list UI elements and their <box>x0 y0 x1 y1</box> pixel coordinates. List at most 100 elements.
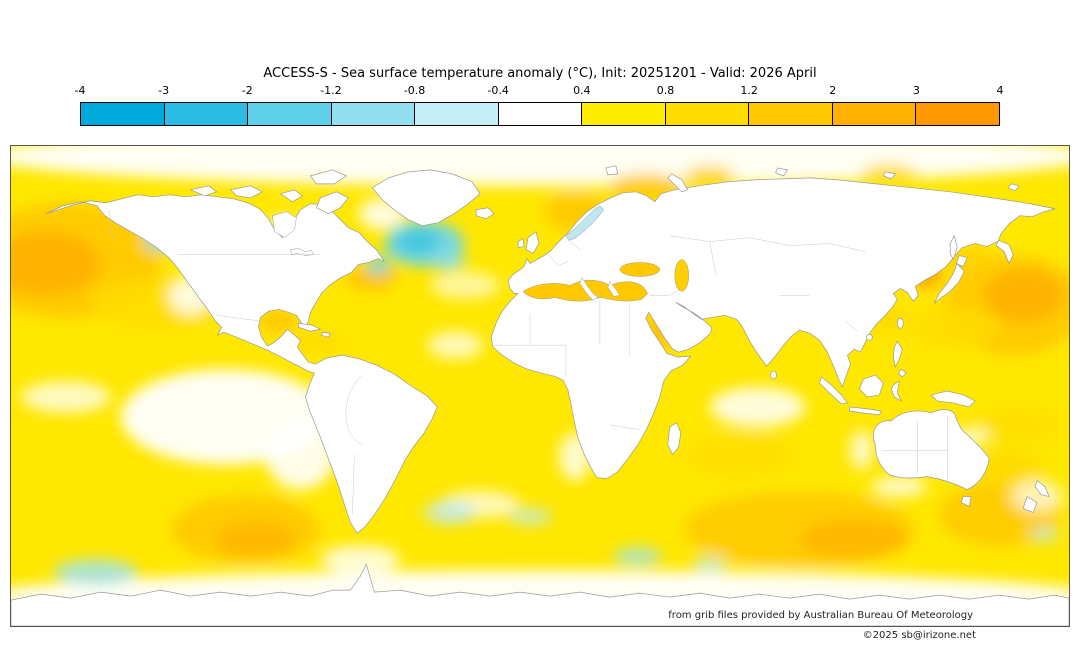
landmasses <box>11 165 1069 626</box>
greenland <box>371 169 481 227</box>
anomaly-white-equatorial-indian <box>709 386 806 427</box>
madagascar <box>667 422 682 456</box>
novaya-zemlya <box>667 173 689 193</box>
anomaly-white-peru-coast <box>265 419 336 490</box>
anomaly-cyan-s-indian <box>691 556 728 573</box>
anomaly-warm-kara <box>684 165 735 186</box>
borders-africa <box>494 290 640 431</box>
iceland <box>475 207 495 220</box>
java <box>849 406 882 416</box>
anomaly-cyan-south-of-nz <box>1030 526 1059 543</box>
anomaly-cyan-cold-blob-tail <box>430 250 467 271</box>
colorbar-segment <box>832 103 917 125</box>
greece <box>607 280 621 297</box>
anomaly-white-west-pacific <box>20 381 111 413</box>
colorbar-tick-label: 0.8 <box>656 84 675 97</box>
caspian-sea <box>674 259 689 292</box>
colorbar-tick-label: 2 <box>829 84 837 97</box>
border-alaska <box>108 209 114 242</box>
anomaly-warm-central-indian <box>684 432 795 477</box>
colorbar-tick-label: 4 <box>996 84 1004 97</box>
colorbar-tick-label: 0.4 <box>573 84 591 97</box>
country-borders <box>108 209 948 515</box>
anomaly-field <box>11 146 1069 623</box>
new-zealand <box>1022 480 1050 513</box>
anomaly-orange-se-pacific-core <box>215 521 296 558</box>
colorbar-segment <box>916 103 1000 125</box>
world-map-svg <box>11 146 1069 626</box>
anomaly-white-drake <box>320 545 401 574</box>
anomaly-orange-gulf-of-mexico <box>258 310 299 333</box>
anomaly-white-west-australia <box>849 429 874 470</box>
colorbar-segment <box>749 103 833 125</box>
borders-australia <box>881 416 948 489</box>
colorbar-segment <box>582 103 666 125</box>
sumatra <box>819 376 848 405</box>
colorbar-segment <box>331 103 416 125</box>
anomaly-orange-ne-pacific-core <box>11 231 101 296</box>
sakhalin <box>949 235 958 260</box>
arctic-islands <box>190 169 347 203</box>
australia <box>873 409 990 490</box>
anomaly-cyan-s-pacific <box>53 559 138 586</box>
colorbar-tick-label: -0.8 <box>403 84 426 97</box>
inland-seas <box>272 205 689 302</box>
colorbar-segment <box>665 103 750 125</box>
colorbar-segment <box>248 103 332 125</box>
colorbar-segment <box>498 103 583 125</box>
baltic-sea <box>565 205 605 241</box>
afro-eurasia <box>490 177 1056 479</box>
chart-title: ACCESS-S - Sea surface temperature anoma… <box>263 66 817 81</box>
anomaly-cyan-south-of-africa <box>613 547 662 566</box>
philippines <box>892 340 907 378</box>
colorbar-tick-label: 3 <box>912 84 920 97</box>
anomaly-white-brazil-offshore <box>427 331 484 360</box>
britain <box>517 231 540 254</box>
borders-asia <box>649 235 866 332</box>
borneo <box>859 374 884 398</box>
colorbar-segment <box>415 103 499 125</box>
anomaly-warm-kuroshio <box>909 307 1000 348</box>
colorbar-segments <box>80 102 1000 126</box>
colorbar-tick-label: -1.2 <box>320 84 342 97</box>
anomaly-cyan-s-atlantic <box>508 507 552 526</box>
new-guinea <box>930 390 976 408</box>
border-us-mexico <box>216 315 263 322</box>
source-attribution: from grib files provided by Australian B… <box>668 610 973 621</box>
italy <box>579 276 599 301</box>
colorbar-segment <box>81 103 165 125</box>
sri-lanka <box>770 370 777 380</box>
copyright-line: ©2025 sb@irizone.net <box>862 630 976 641</box>
japan <box>933 255 968 304</box>
borders-south-america <box>345 374 363 515</box>
taiwan <box>896 317 904 329</box>
colorbar-tick-label: 1.2 <box>740 84 758 97</box>
anomaly-warm-fiji <box>979 406 1060 443</box>
svalbard <box>605 165 619 176</box>
colorbar-tick-label: -2 <box>241 84 253 97</box>
anomaly-cyan-cold-blob-core <box>396 228 441 255</box>
antarctica <box>11 563 1069 626</box>
colorbar-ticks: -4 -3 -2 -1.2 -0.8 -0.4 0.4 0.8 1.2 2 3 4 <box>75 84 1004 99</box>
baffin-island <box>316 191 349 215</box>
world-map: from grib files provided by Australian B… <box>10 145 1070 627</box>
siberian-islands <box>775 167 1020 192</box>
sulawesi <box>890 380 902 402</box>
anomaly-cyan-south-georgia <box>424 500 477 525</box>
colorbar-tick-label: -3 <box>158 84 170 97</box>
colorbar-tick-label: -0.4 <box>487 84 509 97</box>
anomaly-warm-tasman <box>974 449 1045 490</box>
cuba-hispaniola <box>298 322 331 338</box>
hainan <box>866 333 873 341</box>
anomaly-white-bight <box>871 476 928 497</box>
anomaly-white-arctic <box>11 146 1069 186</box>
tasmania <box>960 496 972 507</box>
anomaly-orange-nw-pacific-core <box>984 269 1065 322</box>
colorbar-tick-label: -4 <box>74 84 86 97</box>
hudson-bay <box>272 211 297 238</box>
borders-europe <box>549 241 581 266</box>
anomaly-white-azores <box>430 271 501 300</box>
colorbar: -4 -3 -2 -1.2 -0.8 -0.4 0.4 0.8 1.2 2 3 4 <box>75 84 1004 126</box>
anomaly-orange-s-indian-core <box>799 519 910 560</box>
